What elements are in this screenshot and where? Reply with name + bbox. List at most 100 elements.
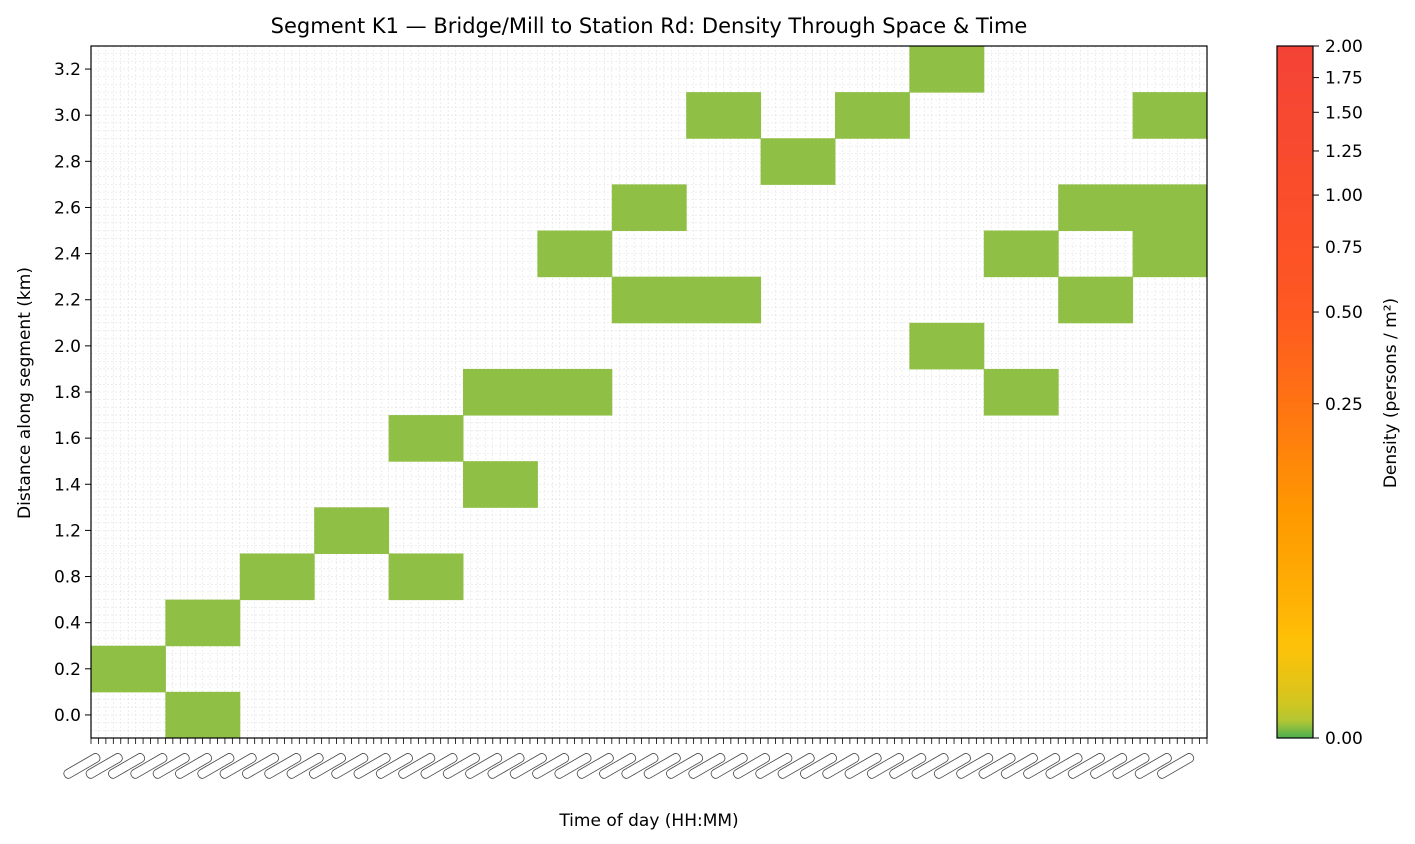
x-tick-label-smudge [822, 753, 860, 779]
y-tick-label: 1.8 [54, 383, 81, 403]
x-tick-label-smudge [643, 753, 681, 779]
heatmap-cell [686, 276, 762, 324]
x-tick-label-smudge [420, 753, 458, 779]
colorbar-tick-label: 0.00 [1325, 729, 1363, 749]
x-tick-label-smudge [1023, 753, 1061, 779]
y-axis-label: Distance along segment (km) [15, 267, 35, 519]
y-tick-label: 0.0 [54, 706, 81, 726]
x-tick-label-smudge [152, 753, 190, 779]
heatmap-cell [388, 553, 464, 601]
x-tick-label-smudge [219, 753, 257, 779]
heatmap-cell [165, 599, 241, 647]
x-tick-label-smudge [375, 753, 413, 779]
x-tick-label-smudge [286, 753, 324, 779]
heatmap-cell [983, 230, 1059, 278]
colorbar-tick-label: 1.00 [1325, 186, 1363, 206]
chart-title: Segment K1 — Bridge/Mill to Station Rd: … [271, 14, 1028, 38]
x-tick-label-smudge [1000, 753, 1038, 779]
x-tick-label-smudge [911, 753, 949, 779]
heatmap-cell [909, 322, 985, 370]
x-axis-ticks [90, 738, 1208, 744]
x-tick-label-smudge [866, 753, 904, 779]
y-tick-label: 2.0 [54, 337, 81, 357]
heatmap-cell [909, 46, 985, 93]
x-tick-label-smudge [1134, 753, 1172, 779]
y-tick-label: 2.8 [54, 152, 81, 172]
y-tick-label: 1.2 [54, 521, 81, 541]
heatmap-cell [760, 138, 836, 185]
heatmap-cell [1132, 230, 1208, 278]
x-tick-label-smudge [688, 753, 726, 779]
heatmap-cell [537, 368, 613, 416]
heatmap-cell [314, 507, 390, 554]
colorbar-label: Density (persons / m²) [1381, 298, 1401, 488]
y-tick-label: 3.2 [54, 60, 81, 80]
x-tick-label-smudge [844, 753, 882, 779]
x-tick-label-smudge [175, 753, 213, 779]
colorbar-gradient [1276, 45, 1314, 739]
x-tick-label-smudge [1090, 753, 1128, 779]
y-tick-label: 0.8 [54, 568, 81, 588]
x-tick-label-smudge [308, 753, 346, 779]
x-tick-label-smudge [889, 753, 927, 779]
plot-area: 0.0 0.2 0.4 0.8 1.2 1.4 1.6 1.8 2.0 2.2 2.4 2.6 2.8 3… [54, 45, 1208, 779]
x-axis-label: Time of day (HH:MM) [558, 811, 738, 831]
heatmap-cell [91, 645, 166, 693]
heatmap-cell [463, 368, 538, 416]
heatmap-cell [1058, 276, 1134, 324]
x-tick-label-smudge [777, 753, 815, 779]
y-tick-label: 2.2 [54, 291, 81, 311]
heatmap-cell [611, 184, 687, 232]
x-tick-label-smudge [197, 753, 235, 779]
x-tick-label-smudge [264, 753, 302, 779]
heatmap-cell [463, 461, 538, 508]
x-tick-label-smudge [241, 753, 279, 779]
heatmap-cell [1132, 92, 1208, 139]
y-tick-label: 1.6 [54, 429, 81, 449]
x-tick-label-smudge [554, 753, 592, 779]
x-tick-label-smudge [710, 753, 748, 779]
x-tick-label-smudge [130, 753, 168, 779]
x-tick-label-smudge [978, 753, 1016, 779]
y-tick-label: 3.0 [54, 106, 81, 126]
x-tick-label-smudge [331, 753, 369, 779]
y-tick-label: 0.2 [54, 660, 81, 680]
x-tick-label-smudge [465, 753, 503, 779]
x-tick-label-smudge [576, 753, 614, 779]
x-tick-label-smudge [621, 753, 659, 779]
heatmap-cell [835, 92, 910, 139]
heatmap-cell [537, 230, 613, 278]
x-tick-label-smudge [85, 753, 123, 779]
x-tick-label-smudge [1067, 753, 1105, 779]
colorbar-tick-label: 2.00 [1325, 37, 1363, 57]
heatmap-cell [1132, 184, 1208, 232]
x-tick-label-smudge [398, 753, 436, 779]
colorbar-tick-label: 0.50 [1325, 303, 1363, 323]
heatmap-cell [388, 415, 464, 462]
y-axis-ticks: 0.0 0.2 0.4 0.8 1.2 1.4 1.6 1.8 2.0 2.2 2.4 2.6 2.8 3… [54, 60, 91, 726]
colorbar-tick-label: 1.75 [1325, 69, 1363, 89]
y-tick-label: 0.4 [54, 614, 81, 634]
x-tick-label-smudge [755, 753, 793, 779]
x-tick-label-smudge [799, 753, 837, 779]
heatmap-cell [686, 92, 762, 139]
y-tick-label: 1.4 [54, 475, 81, 495]
x-tick-label-smudge [1045, 753, 1083, 779]
colorbar-tick-label: 1.50 [1325, 103, 1363, 123]
x-tick-label-smudge [509, 753, 547, 779]
x-tick-label-smudge [63, 753, 101, 779]
x-tick-label-smudge [532, 753, 570, 779]
x-tick-label-smudge [487, 753, 525, 779]
colorbar-tick-label: 0.25 [1325, 395, 1363, 415]
heatmap-cells [91, 46, 1208, 739]
y-tick-label: 2.4 [54, 245, 81, 265]
y-tick-label: 2.6 [54, 198, 81, 218]
x-tick-label-smudge [108, 753, 146, 779]
heatmap-cell [611, 276, 687, 324]
colorbar-tick-label: 1.25 [1325, 142, 1363, 162]
heatmap-cell [165, 691, 241, 739]
x-tick-label-smudge [599, 753, 637, 779]
x-tick-label-smudge [666, 753, 704, 779]
heatmap-cell [1058, 184, 1134, 232]
